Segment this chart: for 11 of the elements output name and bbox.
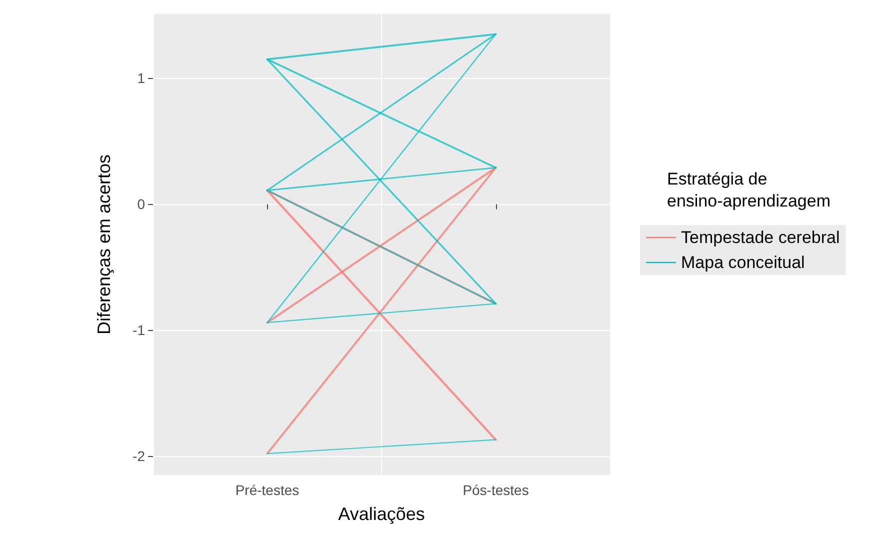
y-axis-title: Diferenças em acertos <box>94 154 114 335</box>
y-tick-label: -2 <box>132 448 146 464</box>
x-axis-title: Avaliações <box>338 504 425 524</box>
y-tick-label: 0 <box>137 196 146 212</box>
legend-title: Estratégia de ensino-aprendizagem <box>667 170 830 210</box>
legend-label: Tempestade cerebral <box>681 228 840 247</box>
x-tick-label: Pré-testes <box>235 482 300 498</box>
legend-label: Mapa conceitual <box>681 253 805 272</box>
y-tick-label: -1 <box>132 322 146 338</box>
x-tick-label: Pós-testes <box>462 482 529 498</box>
y-tick-label: 1 <box>137 70 146 86</box>
